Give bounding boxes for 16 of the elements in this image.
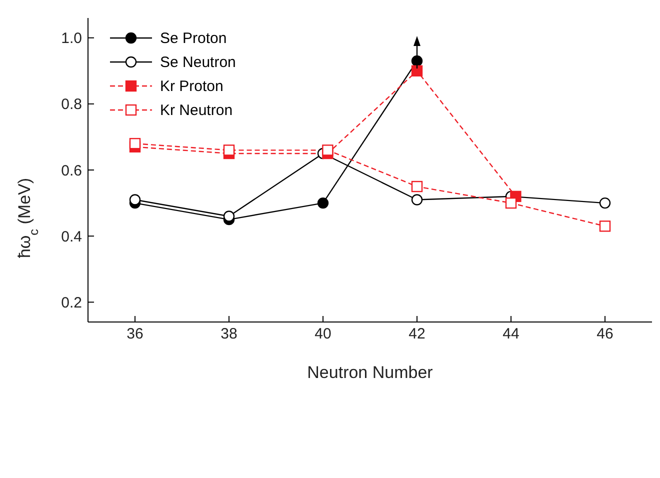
y-tick-label: 0.2: [61, 294, 82, 312]
x-axis-title: Neutron Number: [307, 363, 434, 382]
y-tick-label: 0.6: [61, 162, 82, 180]
legend-label: Kr Proton: [160, 78, 224, 94]
x-tick-label: 38: [220, 326, 238, 343]
y-tick-label: 1.0: [61, 30, 82, 48]
legend-label: Se Neutron: [160, 54, 236, 70]
y-tick-label: 0.4: [61, 228, 82, 246]
legend-label: Se Proton: [160, 30, 227, 46]
legend-label: Kr Neutron: [160, 102, 233, 118]
x-tick-label: 46: [596, 326, 614, 343]
x-tick-label: 42: [408, 326, 426, 343]
x-tick-label: 36: [126, 326, 144, 343]
x-tick-label: 44: [502, 326, 520, 343]
x-tick-label: 40: [314, 326, 332, 343]
y-tick-label: 0.8: [61, 96, 82, 114]
